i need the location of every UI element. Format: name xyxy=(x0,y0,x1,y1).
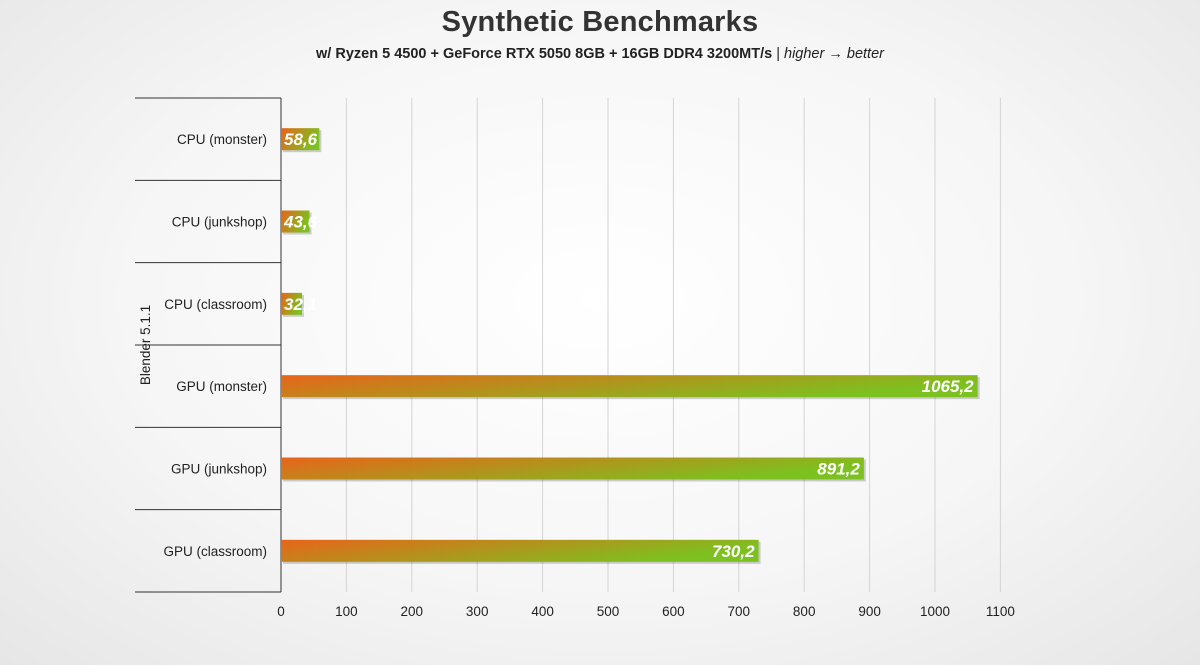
x-tick-label: 1100 xyxy=(986,604,1015,619)
x-tick-label: 300 xyxy=(466,604,489,619)
category-label: CPU (classroom) xyxy=(164,297,267,312)
bar xyxy=(281,375,978,398)
data-label: 43,6 xyxy=(283,213,318,232)
x-tick-label: 800 xyxy=(793,604,816,619)
data-label: 58,6 xyxy=(284,130,318,149)
data-label: 32,1 xyxy=(284,295,317,314)
subtitle-system: w/ Ryzen 5 4500 + GeForce RTX 5050 8GB +… xyxy=(316,46,773,62)
subtitle-separator: | xyxy=(772,46,785,62)
x-tick-label: 1000 xyxy=(920,604,950,619)
chart-title: Synthetic Benchmarks xyxy=(441,6,759,38)
category-label: GPU (classroom) xyxy=(163,544,267,559)
x-tick-label: 700 xyxy=(728,604,751,619)
x-tick-label: 600 xyxy=(662,604,685,619)
x-tick-label: 0 xyxy=(277,604,285,619)
x-tick-label: 400 xyxy=(531,604,554,619)
category-label: CPU (monster) xyxy=(177,132,267,147)
x-tick-label: 900 xyxy=(858,604,881,619)
subtitle-note: higher → better xyxy=(784,46,884,62)
category-label: CPU (junkshop) xyxy=(172,215,267,230)
bar xyxy=(281,128,320,151)
data-label: 1065,2 xyxy=(922,377,975,396)
category-axis: Blender 5.1.1 CPU (monster) CPU (junkshop)… xyxy=(135,97,282,593)
x-axis-ticks: 0 100 200 300 400 500 600 700 800 900 1000 1100 xyxy=(277,604,1015,619)
grid-lines xyxy=(345,98,1001,592)
x-tick-label: 200 xyxy=(401,604,424,619)
data-label: 730,2 xyxy=(712,542,755,561)
data-label: 891,2 xyxy=(817,460,860,479)
category-label: GPU (junkshop) xyxy=(171,462,267,477)
x-tick-label: 100 xyxy=(335,604,358,619)
category-label: GPU (monster) xyxy=(176,379,267,394)
group-label: Blender 5.1.1 xyxy=(138,305,153,385)
chart-subtitle: w/ Ryzen 5 4500 + GeForce RTX 5050 8GB +… xyxy=(0,46,1200,62)
bar xyxy=(281,292,302,315)
bar xyxy=(281,457,864,480)
bar xyxy=(281,539,759,562)
x-tick-label: 500 xyxy=(597,604,620,619)
bar xyxy=(281,210,310,233)
bars: 58,6 43,6 32,1 1065,2 891,2 730,2 xyxy=(281,128,980,564)
